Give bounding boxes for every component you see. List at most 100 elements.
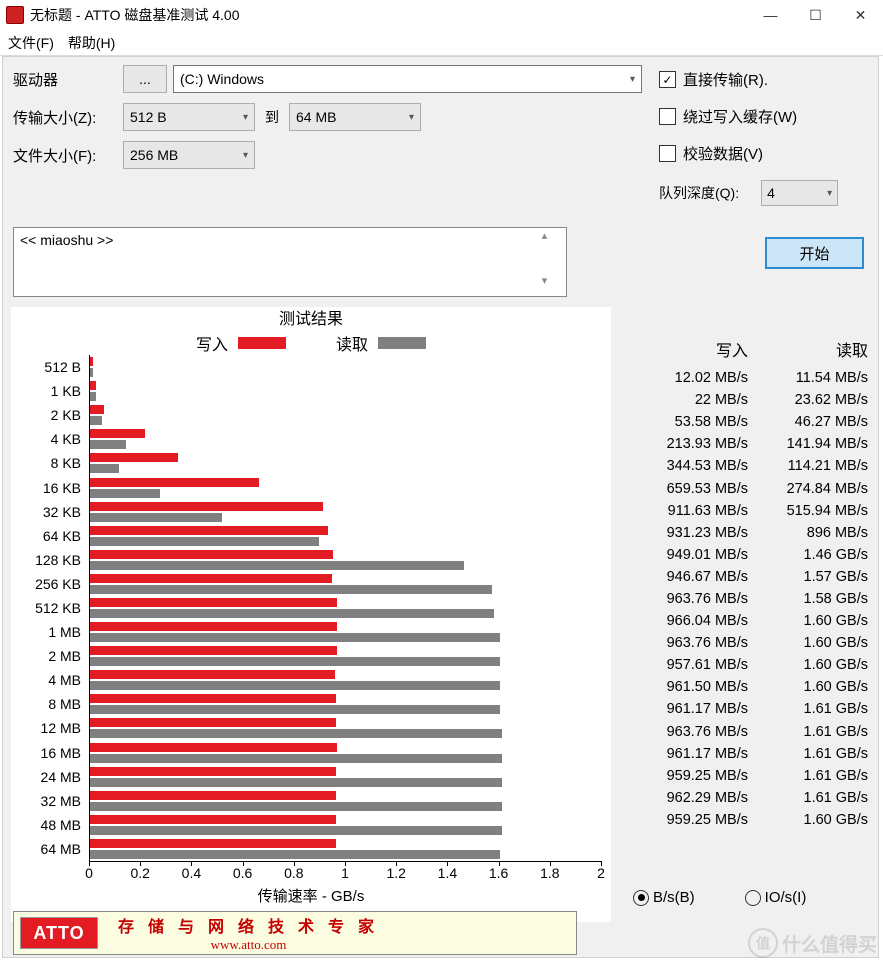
chart-y-label: 32 MB [41, 793, 81, 809]
chart-x-tick: 0.2 [130, 865, 149, 881]
result-write: 961.17 MB/s [618, 701, 748, 717]
scroll-down-icon[interactable]: ▾ [542, 274, 548, 287]
watermark: 值 什么值得买 [748, 928, 877, 958]
queue-depth-select[interactable]: 4 ▾ [761, 180, 838, 206]
chart-y-label: 512 B [44, 359, 81, 375]
radio-bytes[interactable]: B/s(B) [633, 889, 695, 906]
chart-x-tick: 0.4 [182, 865, 201, 881]
transfer-from-select[interactable]: 512 B ▾ [123, 103, 255, 131]
banner-line1: 存 储 与 网 络 技 术 专 家 [118, 913, 379, 937]
drive-select[interactable]: (C:) Windows ▾ [173, 65, 642, 93]
results-row: 931.23 MB/s896 MB/s [618, 522, 868, 544]
results-row: 961.17 MB/s1.61 GB/s [618, 743, 868, 765]
result-read: 1.57 GB/s [748, 569, 868, 585]
transfer-to-value: 64 MB [296, 109, 336, 125]
radio-ios[interactable]: IO/s(I) [745, 889, 807, 906]
options-column: ✓ 直接传输(R). 绕过写入缓存(W) 校验数据(V) 队列深度(Q): 4 … [659, 69, 864, 206]
results-row: 22 MB/s23.62 MB/s [618, 389, 868, 411]
drive-selected-value: (C:) Windows [180, 71, 264, 87]
file-size-select[interactable]: 256 MB ▾ [123, 141, 255, 169]
chart-x-tick: 1.6 [489, 865, 508, 881]
footer-banner[interactable]: ATTO 存 储 与 网 络 技 术 专 家 www.atto.com [13, 911, 577, 955]
checkbox-verify[interactable]: 校验数据(V) [659, 143, 864, 164]
result-write: 963.76 MB/s [618, 724, 748, 740]
bar-read [90, 802, 502, 811]
scroll-up-icon[interactable]: ▴ [542, 229, 548, 242]
bar-read [90, 537, 319, 546]
close-button[interactable]: ✕ [838, 0, 883, 30]
chart-y-label: 32 KB [43, 504, 81, 520]
bar-write [90, 646, 337, 655]
maximize-button[interactable]: ☐ [793, 0, 838, 30]
chart-x-tick: 0 [85, 865, 93, 881]
result-read: 114.21 MB/s [748, 458, 868, 474]
result-write: 966.04 MB/s [618, 613, 748, 629]
result-read: 141.94 MB/s [748, 436, 868, 452]
bar-write [90, 357, 93, 366]
result-write: 931.23 MB/s [618, 525, 748, 541]
chart-legend: 写入 读取 [11, 331, 611, 355]
chevron-down-icon: ▾ [243, 112, 248, 123]
radio-ios-circle[interactable] [745, 890, 761, 906]
banner-line2: www.atto.com [118, 937, 379, 953]
chart-y-label: 8 MB [48, 696, 81, 712]
start-button[interactable]: 开始 [765, 237, 864, 269]
checkbox-direct-label: 直接传输(R). [683, 69, 768, 90]
minimize-button[interactable]: — [748, 0, 793, 30]
watermark-icon: 值 [748, 928, 778, 958]
bar-read [90, 633, 500, 642]
radio-bytes-circle[interactable] [633, 890, 649, 906]
description-textarea[interactable]: << miaoshu >> [13, 227, 567, 297]
menu-file[interactable]: 文件(F) [8, 33, 54, 53]
bar-read [90, 778, 502, 787]
bar-write [90, 598, 337, 607]
results-row: 961.17 MB/s1.61 GB/s [618, 698, 868, 720]
chart-x-tick: 1 [341, 865, 349, 881]
chart-x-tick: 0.8 [284, 865, 303, 881]
chart-y-label: 48 MB [41, 817, 81, 833]
drive-browse-button[interactable]: ... [123, 65, 167, 93]
result-write: 946.67 MB/s [618, 569, 748, 585]
bar-read [90, 850, 500, 859]
legend-read: 读取 [336, 331, 426, 355]
result-write: 53.58 MB/s [618, 414, 748, 430]
chevron-down-icon: ▾ [630, 74, 635, 85]
bar-read [90, 705, 500, 714]
bar-write [90, 839, 336, 848]
chart-y-label: 16 MB [41, 745, 81, 761]
window-title: 无标题 - ATTO 磁盘基准测试 4.00 [30, 5, 748, 25]
chart-y-label: 24 MB [41, 769, 81, 785]
checkbox-verify-box[interactable] [659, 145, 676, 162]
transfer-to-select[interactable]: 64 MB ▾ [289, 103, 421, 131]
checkbox-direct-box[interactable]: ✓ [659, 71, 676, 88]
checkbox-bypass[interactable]: 绕过写入缓存(W) [659, 106, 864, 127]
checkbox-bypass-box[interactable] [659, 108, 676, 125]
bar-read [90, 561, 464, 570]
result-write: 949.01 MB/s [618, 547, 748, 563]
result-read: 46.27 MB/s [748, 414, 868, 430]
bar-write [90, 405, 104, 414]
checkbox-direct[interactable]: ✓ 直接传输(R). [659, 69, 864, 90]
bar-read [90, 416, 102, 425]
chart-y-label: 12 MB [41, 720, 81, 736]
results-row: 961.50 MB/s1.60 GB/s [618, 676, 868, 698]
results-row: 959.25 MB/s1.61 GB/s [618, 765, 868, 787]
bar-write [90, 502, 323, 511]
label-transfer-size: 传输大小(Z): [13, 107, 123, 128]
chevron-down-icon: ▾ [243, 150, 248, 161]
bar-read [90, 657, 500, 666]
bar-write [90, 478, 259, 487]
atto-logo: ATTO [20, 917, 98, 949]
result-read: 1.60 GB/s [748, 679, 868, 695]
bar-read [90, 513, 222, 522]
results-row: 12.02 MB/s11.54 MB/s [618, 367, 868, 389]
chart-x-tick: 0.6 [233, 865, 252, 881]
menu-help[interactable]: 帮助(H) [68, 33, 115, 53]
results-table: 写入 读取 12.02 MB/s11.54 MB/s22 MB/s23.62 M… [618, 337, 868, 831]
result-read: 1.58 GB/s [748, 591, 868, 607]
result-read: 1.60 GB/s [748, 613, 868, 629]
description-scrollbar[interactable]: ▴ ▾ [536, 229, 553, 287]
result-read: 23.62 MB/s [748, 392, 868, 408]
chart-y-label: 1 MB [48, 624, 81, 640]
chart-y-label: 2 KB [51, 407, 81, 423]
